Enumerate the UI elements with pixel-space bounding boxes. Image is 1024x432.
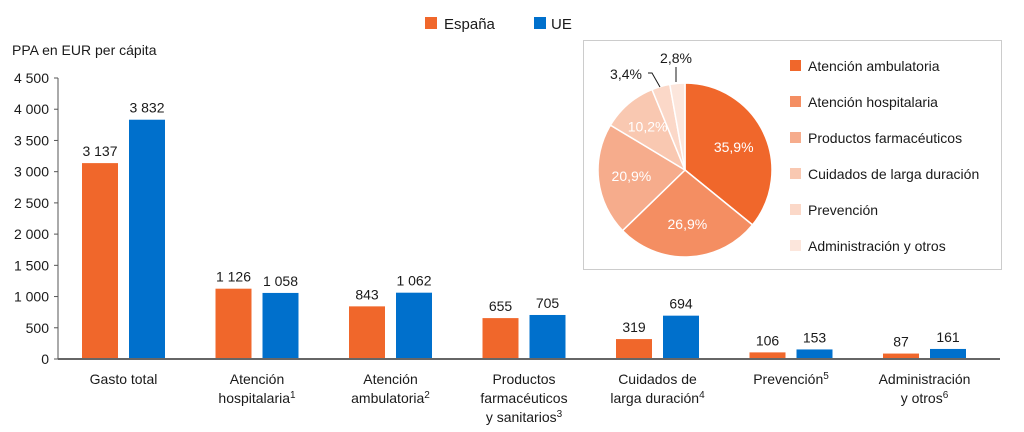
bar-value-label: 319 <box>622 319 646 335</box>
pie-slice <box>621 168 754 258</box>
pie-legend-swatch <box>790 96 801 107</box>
legend-label-espana: España <box>444 16 496 33</box>
pie-chart: 35,9% 26,9% 20,9% 10,2% 3,4% 2,8% <box>597 50 773 258</box>
bar-ue <box>663 315 699 359</box>
y-tick-label: 2 000 <box>14 226 49 242</box>
top-legend: España UE <box>425 16 572 33</box>
pie-leader-line <box>648 72 661 88</box>
pie-legend-label: Atención hospitalaria <box>808 94 938 110</box>
y-tick-label: 3 000 <box>14 164 49 180</box>
category-labels: Gasto total Atención hospitalaria1 Atención… <box>90 371 971 426</box>
bar-value-label: 655 <box>489 298 513 314</box>
bar-value-label: 694 <box>669 296 693 312</box>
bar-ue <box>396 292 432 359</box>
pie-legend-label: Administración y otros <box>808 238 946 254</box>
category-label: Atención <box>230 371 284 387</box>
bars <box>82 119 966 359</box>
pie-legend-swatch <box>790 60 801 71</box>
bar-espana <box>349 306 385 359</box>
bar-ue <box>796 349 833 359</box>
category-label: Productos <box>492 371 555 387</box>
bar-espana <box>215 288 252 359</box>
bar-value-label: 1 126 <box>216 269 251 285</box>
y-tick-label: 1 000 <box>14 289 49 305</box>
y-tick-label: 2 500 <box>14 195 49 211</box>
legend-swatch-espana <box>425 17 437 29</box>
pie-legend-label: Productos farmacéuticos <box>808 130 962 146</box>
bar-ue <box>930 348 966 359</box>
pie-slice-label: 3,4% <box>610 66 642 82</box>
bar-espana <box>82 163 118 359</box>
bar-value-label: 705 <box>536 295 560 311</box>
bar-ue <box>129 119 165 359</box>
bar-ue <box>529 314 566 359</box>
pie-slice-label: 2,8% <box>660 50 692 66</box>
pie-slice <box>597 124 687 232</box>
bar-ue <box>262 292 299 359</box>
category-label: y otros6 <box>901 390 949 407</box>
pie-slice-label: 35,9% <box>714 139 754 155</box>
y-axis: 0 500 1 000 1 500 2 000 2 500 3 000 3 500 4 000 4… <box>14 70 58 367</box>
category-label: Prevención5 <box>753 371 829 388</box>
bar-value-label: 153 <box>803 329 827 345</box>
legend-label-ue: UE <box>551 16 572 33</box>
pie-slice <box>684 82 773 226</box>
category-label: Cuidados de <box>618 371 697 387</box>
pie-legend-swatch <box>790 132 801 143</box>
pie-inset: 35,9% 26,9% 20,9% 10,2% 3,4% 2,8% Atención am… <box>583 40 1002 270</box>
category-label: Atención <box>363 371 417 387</box>
pie-slice <box>668 82 686 171</box>
category-label: Administración <box>879 371 971 387</box>
bar-value-label: 843 <box>355 286 379 302</box>
category-label: y sanitarios3 <box>486 409 563 426</box>
pie-legend-swatch <box>790 204 801 215</box>
category-label: ambulatoria2 <box>351 390 430 407</box>
category-label: Gasto total <box>90 371 158 387</box>
bar-espana <box>616 339 652 359</box>
bar-value-label: 3 832 <box>129 100 164 116</box>
bar-espana <box>482 318 519 359</box>
bar-value-label: 161 <box>936 329 960 345</box>
category-label: hospitalaria1 <box>218 390 296 407</box>
pie-legend: Atención ambulatoria Atención hospitalari… <box>790 58 979 254</box>
bar-espana <box>749 352 786 359</box>
pie-slice-label: 10,2% <box>628 118 668 134</box>
category-label: farmacéuticos <box>480 390 567 406</box>
bar-value-label: 1 062 <box>396 273 431 289</box>
value-labels: 3 137 3 832 1 126 1 058 843 1 062 655 705 319 694… <box>82 100 959 350</box>
pie-legend-label: Prevención <box>808 202 878 218</box>
bar-value-label: 1 058 <box>263 273 298 289</box>
pie-legend-swatch <box>790 240 801 251</box>
bar-value-label: 106 <box>756 332 780 348</box>
category-label: larga duración4 <box>610 390 705 407</box>
bar-value-label: 87 <box>893 334 909 350</box>
y-tick-label: 4 500 <box>14 70 49 86</box>
y-tick-label: 3 500 <box>14 132 49 148</box>
legend-swatch-ue <box>534 17 546 29</box>
y-tick-label: 1 500 <box>14 257 49 273</box>
pie-slice-label: 26,9% <box>668 216 708 232</box>
pie-legend-swatch <box>790 168 801 179</box>
y-axis-title: PPA en EUR per cápita <box>12 42 157 58</box>
y-tick-label: 500 <box>26 320 50 336</box>
pie-legend-label: Cuidados de larga duración <box>808 166 979 182</box>
pie-slice-label: 20,9% <box>612 168 652 184</box>
bar-value-label: 3 137 <box>82 143 117 159</box>
bar-espana <box>883 353 919 359</box>
y-tick-label: 0 <box>41 351 49 367</box>
y-tick-label: 4 000 <box>14 101 49 117</box>
pie-legend-label: Atención ambulatoria <box>808 58 940 74</box>
